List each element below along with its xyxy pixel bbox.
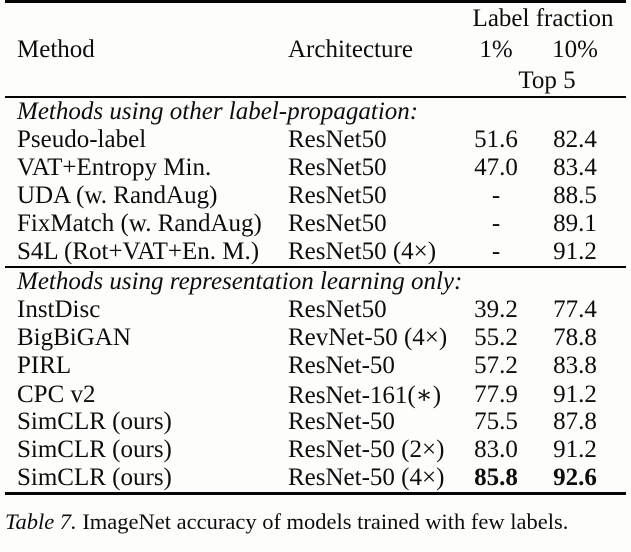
architecture-cell: ResNet-50	[288, 408, 395, 435]
architecture-cell: ResNet50	[288, 126, 387, 153]
architecture-cell: ResNet50	[288, 296, 387, 323]
table-row: PIRL ResNet-50 57.2 83.8	[5, 352, 626, 380]
method-cell: SimCLR (ours)	[17, 436, 172, 463]
method-cell: VAT+Entropy Min.	[17, 154, 212, 181]
method-cell: FixMatch (w. RandAug)	[17, 210, 262, 237]
top5-1pct-cell: 83.0	[474, 436, 518, 463]
section-title: Methods using representation learning on…	[17, 268, 463, 295]
table-row: VAT+Entropy Min. ResNet50 47.0 83.4	[5, 154, 626, 182]
caption-text: ImageNet accuracy of models trained with…	[76, 509, 569, 534]
header-row-group: Label fraction	[5, 3, 626, 34]
method-cell: Pseudo-label	[17, 126, 147, 153]
architecture-cell: ResNet-50	[288, 352, 395, 379]
top5-10pct-cell: 83.8	[553, 352, 597, 379]
table-row: FixMatch (w. RandAug) ResNet50 - 89.1	[5, 210, 626, 238]
top5-1pct-cell: 77.9	[474, 381, 518, 408]
architecture-cell: ResNet50	[288, 210, 387, 237]
bottom-rule	[5, 492, 626, 495]
method-cell: InstDisc	[17, 296, 101, 323]
top5-1pct-cell: 85.8	[474, 464, 518, 491]
architecture-cell: ResNet50 (4×)	[288, 238, 437, 265]
top5-10pct-cell: 77.4	[553, 296, 597, 323]
table-row: InstDisc ResNet50 39.2 77.4	[5, 296, 626, 324]
method-cell: PIRL	[17, 352, 72, 379]
method-cell: BigBiGAN	[17, 324, 131, 351]
architecture-cell: ResNet50	[288, 182, 387, 209]
table-row: CPC v2 ResNet-161(∗) 77.9 91.2	[5, 380, 626, 409]
method-cell: SimCLR (ours)	[17, 464, 172, 491]
method-header: Method	[17, 35, 95, 63]
method-cell: S4L (Rot+VAT+En. M.)	[17, 238, 260, 265]
label-fraction-header: Label fraction	[472, 4, 614, 32]
section-representation-learning: Methods using representation learning on…	[5, 268, 626, 492]
top5-10pct-cell: 78.8	[553, 324, 597, 351]
top5-10pct-cell: 91.2	[553, 436, 597, 463]
table-row: UDA (w. RandAug) ResNet50 - 88.5	[5, 182, 626, 210]
table-row: Pseudo-label ResNet50 51.6 82.4	[5, 126, 626, 154]
results-table: Label fraction Method Architecture 1% 10…	[5, 0, 626, 495]
architecture-header: Architecture	[288, 35, 413, 63]
architecture-cell: ResNet-50 (4×)	[288, 464, 445, 491]
top5-10pct-cell: 83.4	[553, 154, 597, 181]
frac-1pct-header: 1%	[479, 35, 513, 63]
top5-1pct-cell: -	[491, 182, 501, 209]
top5-10pct-cell: 88.5	[553, 182, 597, 209]
table-row: SimCLR (ours) ResNet-50 75.5 87.8	[5, 408, 626, 436]
frac-10pct-header: 10%	[552, 35, 598, 63]
top5-1pct-cell: 75.5	[474, 408, 518, 435]
table-caption: Table 7. ImageNet accuracy of models tra…	[5, 508, 626, 536]
table-row-best-result: SimCLR (ours) ResNet-50 (4×) 85.8 92.6	[5, 464, 626, 492]
top5-1pct-cell: -	[491, 238, 501, 265]
top5-10pct-cell: 87.8	[553, 408, 597, 435]
top5-10pct-cell: 82.4	[553, 126, 597, 153]
top5-header: Top 5	[518, 66, 576, 94]
section-label-propagation: Methods using other label-propagation: P…	[5, 98, 626, 266]
method-cell: UDA (w. RandAug)	[17, 182, 218, 209]
top5-1pct-cell: 55.2	[474, 324, 518, 351]
top5-1pct-cell: 39.2	[474, 296, 518, 323]
top5-1pct-cell: -	[491, 210, 501, 237]
top5-10pct-cell: 92.6	[553, 464, 597, 491]
section-title: Methods using other label-propagation:	[17, 98, 419, 125]
architecture-cell: ResNet-161(∗)	[288, 382, 442, 409]
top-rule	[5, 0, 626, 3]
header-rule	[5, 96, 626, 98]
caption-label: Table 7.	[5, 509, 77, 534]
top5-1pct-cell: 51.6	[474, 126, 518, 153]
header-row-columns: Method Architecture 1% 10%	[5, 34, 626, 65]
top5-1pct-cell: 47.0	[474, 154, 518, 181]
table-row: BigBiGAN RevNet-50 (4×) 55.2 78.8	[5, 324, 626, 352]
architecture-cell: ResNet50	[288, 154, 387, 181]
top5-1pct-cell: 57.2	[474, 352, 518, 379]
table-row: SimCLR (ours) ResNet-50 (2×) 83.0 91.2	[5, 436, 626, 464]
top5-10pct-cell: 91.2	[553, 238, 597, 265]
method-cell: SimCLR (ours)	[17, 408, 172, 435]
architecture-cell: ResNet-50 (2×)	[288, 436, 445, 463]
section-rule	[5, 266, 626, 268]
table-row: S4L (Rot+VAT+En. M.) ResNet50 (4×) - 91.…	[5, 238, 626, 266]
header-row-metric: Top 5	[5, 65, 626, 96]
architecture-cell: RevNet-50 (4×)	[288, 324, 448, 351]
top5-10pct-cell: 89.1	[553, 210, 597, 237]
top5-10pct-cell: 91.2	[553, 381, 597, 408]
method-cell: CPC v2	[17, 381, 96, 408]
